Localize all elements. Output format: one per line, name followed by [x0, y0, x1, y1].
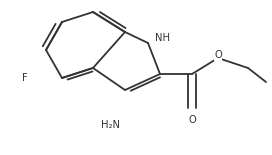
Text: F: F: [22, 73, 28, 83]
Text: O: O: [214, 50, 222, 60]
Text: O: O: [188, 115, 196, 125]
Text: NH: NH: [155, 33, 170, 43]
Text: H₂N: H₂N: [100, 120, 119, 130]
